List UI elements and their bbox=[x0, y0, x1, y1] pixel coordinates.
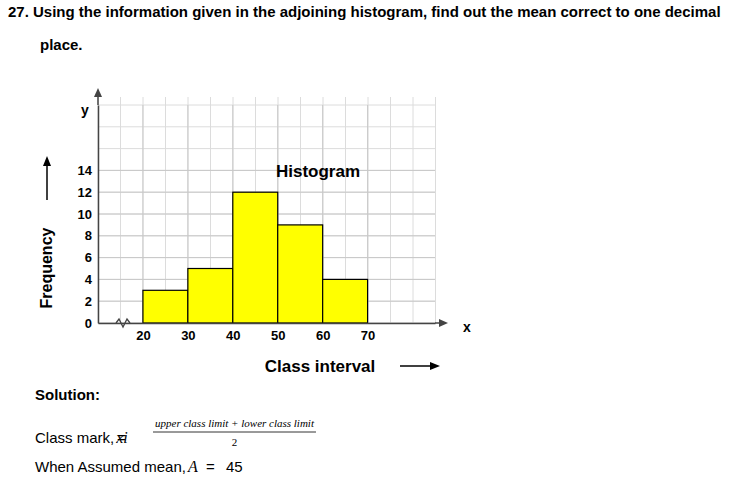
paper-line bbox=[98, 148, 435, 149]
y-tick-label: 6 bbox=[85, 250, 92, 265]
paper-line bbox=[143, 97, 144, 323]
chart-title: Histogram bbox=[276, 162, 360, 181]
x-axis-symbol: x bbox=[463, 319, 471, 335]
x-axis-arrow bbox=[439, 319, 448, 327]
y-axis-symbol: y bbox=[81, 102, 89, 118]
y-tick: 12 bbox=[78, 185, 98, 200]
fraction-denominator: 2 bbox=[232, 436, 238, 448]
y-axis: 0 2 4 6 8 10 12 14 bbox=[78, 106, 99, 331]
paper-line bbox=[165, 97, 166, 323]
graph-paper bbox=[98, 97, 436, 323]
x-tick: 50 bbox=[271, 323, 285, 343]
y-tick-label: 8 bbox=[85, 228, 92, 243]
paper-line bbox=[435, 97, 436, 323]
y-tick-label: 2 bbox=[85, 294, 92, 309]
y-tick-label: 14 bbox=[78, 163, 93, 178]
y-axis-arrow bbox=[94, 88, 102, 97]
x-tick: 40 bbox=[226, 323, 240, 343]
y-axis-title: Frequency bbox=[38, 227, 55, 308]
assumed-mean-symbol: A bbox=[187, 458, 198, 475]
grid bbox=[98, 105, 435, 323]
y-tick-label: 12 bbox=[78, 185, 92, 200]
x-tick-label: 60 bbox=[316, 328, 330, 343]
histogram-bar bbox=[188, 269, 233, 324]
x-tick: 60 bbox=[316, 323, 330, 343]
y-tick: 2 bbox=[85, 294, 98, 309]
x-tick-label: 20 bbox=[136, 328, 150, 343]
paper-line bbox=[120, 97, 121, 323]
paper-line bbox=[413, 97, 414, 323]
solution: Solution:Class mark, xi=upper class limi… bbox=[35, 386, 316, 475]
y-tick: 0 bbox=[85, 316, 98, 331]
histogram-bar bbox=[143, 290, 188, 323]
solution-heading: Solution: bbox=[35, 386, 100, 403]
axis-decoration bbox=[43, 88, 448, 370]
x-axis: 20 30 40 50 60 70 bbox=[99, 323, 436, 343]
histogram-bar bbox=[278, 225, 323, 323]
chart: 20 30 40 50 60 70 0 2 4 6 8 10 12 14 Histogram x y Class … bbox=[38, 88, 471, 376]
equals-sign: = bbox=[117, 429, 126, 446]
x-axis-title: Class interval bbox=[265, 357, 376, 376]
fraction-bar bbox=[153, 432, 316, 433]
histogram-bar bbox=[323, 279, 368, 323]
paper-line bbox=[390, 97, 391, 323]
paper-line bbox=[98, 105, 435, 106]
x-tick-label: 50 bbox=[271, 328, 285, 343]
assumed-mean-label: When Assumed mean, bbox=[35, 458, 186, 475]
x-tick-label: 30 bbox=[181, 328, 195, 343]
assumed-mean-value: 45 bbox=[226, 458, 243, 475]
x-tick-label: 70 bbox=[361, 328, 375, 343]
x-title-arrowhead bbox=[430, 362, 440, 370]
x-axis-line bbox=[99, 323, 436, 325]
y-tick-label: 0 bbox=[85, 316, 92, 331]
x-tick: 70 bbox=[361, 323, 375, 343]
question-line: place. bbox=[40, 36, 83, 53]
x-tick: 20 bbox=[136, 323, 150, 343]
x-tick: 30 bbox=[181, 323, 195, 343]
fraction-numerator: upper class limit + lower class limit bbox=[155, 417, 315, 429]
y-title-arrowhead bbox=[43, 156, 51, 166]
question-line: 27. Using the information given in the a… bbox=[8, 3, 721, 20]
bars bbox=[143, 192, 368, 323]
y-tick: 10 bbox=[78, 207, 98, 222]
paper-line bbox=[98, 170, 435, 171]
paper-line bbox=[98, 126, 435, 127]
y-axis-line bbox=[98, 106, 100, 324]
axis-break bbox=[116, 319, 130, 327]
grid-line bbox=[98, 170, 435, 171]
y-tick-label: 4 bbox=[85, 272, 93, 287]
page: 27. Using the information given in the a… bbox=[0, 0, 749, 482]
equals-sign: = bbox=[206, 458, 215, 475]
histogram-bar bbox=[233, 192, 278, 323]
y-tick: 4 bbox=[85, 272, 98, 287]
y-tick: 6 bbox=[85, 250, 98, 265]
class-mark-symbol: xi bbox=[115, 429, 128, 446]
paper-line bbox=[98, 97, 99, 323]
y-tick: 8 bbox=[85, 228, 98, 243]
class-mark-label: Class mark, bbox=[35, 429, 114, 446]
y-tick: 14 bbox=[78, 163, 98, 178]
y-tick-label: 10 bbox=[78, 207, 92, 222]
x-tick-label: 40 bbox=[226, 328, 240, 343]
